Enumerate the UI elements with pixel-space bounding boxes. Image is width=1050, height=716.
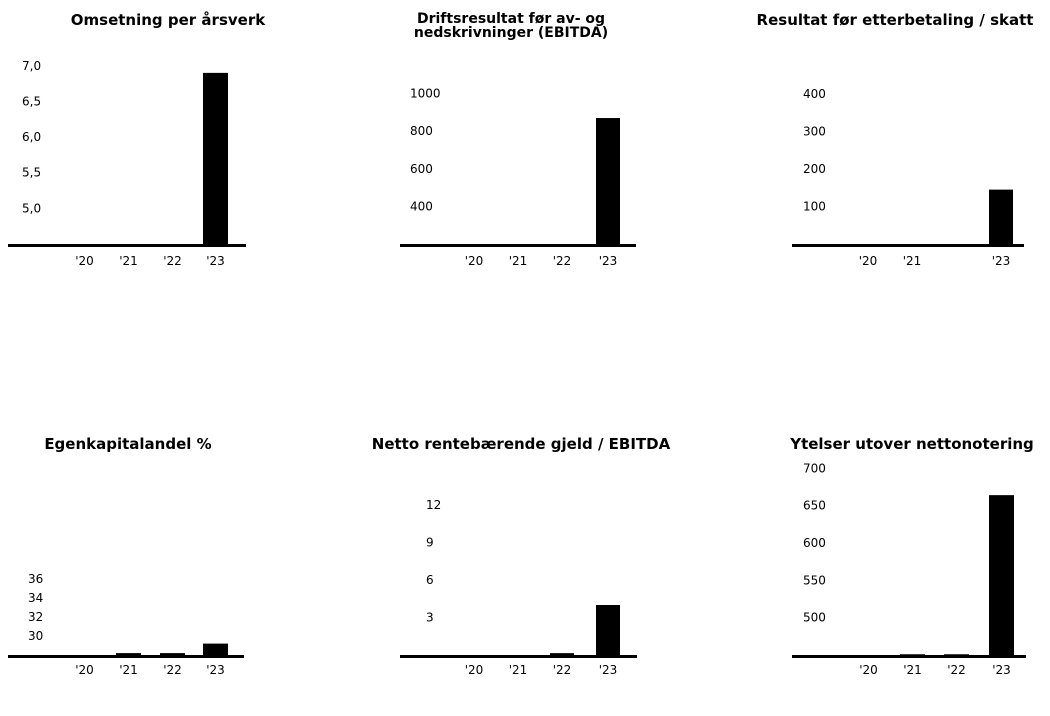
y-tick-label: 400 [410,199,433,213]
x-tick-label: '23 [206,663,225,677]
x-tick-label: '20 [75,254,94,268]
y-tick-label: 12 [426,498,441,512]
bar [116,653,141,656]
chart-plot: 400 600 800 1000 '20 '21 '22 '23 [400,87,636,268]
y-tick-label: 9 [426,536,434,550]
x-tick-label: '23 [992,254,1011,268]
y-tick-label: 650 [803,499,826,513]
chart-plot: 100 200 300 400 '20 '21 '23 [792,87,1024,268]
y-tick-label: 36 [28,572,43,586]
x-tick-label: '21 [903,663,922,677]
y-tick-label: 700 [803,461,826,475]
chart-title: Resultat før etterbetaling / skatt [756,11,1034,29]
y-tick-label: 5,5 [22,166,41,180]
chart-title: Omsetning per årsverk [70,11,266,29]
x-tick-label: '21 [119,663,138,677]
bar [989,189,1013,245]
y-tick-label: 300 [803,125,826,139]
bar [160,653,185,656]
y-tick-label: 600 [410,162,433,176]
chart-panel-3: Resultat før etterbetaling / skatt 100 20… [742,12,1050,292]
bar [596,118,620,245]
chart-panel-1: Omsetning per årsverk 5,0 5,5 6,0 6,5 7,0 '20… [8,12,328,292]
x-tick-label: '20 [75,663,94,677]
chart-title: Driftsresultat før av- og nedskrivninger… [413,11,609,41]
y-tick-label: 6,0 [22,130,41,144]
y-tick-label: 5,0 [22,201,41,215]
y-tick-label: 7,0 [22,59,41,73]
x-tick-label: '20 [465,663,484,677]
chart-panel-4: Egenkapitalandel % 30 32 34 36 '20 '21 '22 '23 [8,436,328,716]
y-tick-label: 400 [803,87,826,101]
x-tick-label: '21 [903,254,922,268]
y-tick-label: 550 [803,573,826,587]
y-tick-label: 30 [28,629,43,643]
x-tick-label: '23 [206,254,225,268]
y-tick-label: 1000 [410,87,441,101]
bar [596,605,620,656]
x-tick-label: '23 [599,254,618,268]
x-tick-label: '22 [163,663,182,677]
chart-title: Egenkapitalandel % [44,435,212,453]
chart-plot: 500 550 600 650 700 '20 '21 '22 '23 [792,461,1026,677]
x-tick-label: '22 [947,663,966,677]
y-tick-label: 34 [28,591,43,605]
x-tick-label: '22 [163,254,182,268]
x-tick-label: '20 [465,254,484,268]
y-tick-label: 100 [803,200,826,214]
x-tick-label: '21 [509,663,528,677]
chart-plot: 5,0 5,5 6,0 6,5 7,0 '20 '21 '22 '23 [8,59,246,268]
y-tick-label: 3 [426,611,434,625]
bar [203,72,228,245]
x-tick-label: '21 [119,254,138,268]
y-tick-label: 600 [803,536,826,550]
chart-title: Netto rentebærende gjeld / EBITDA [371,435,671,453]
y-tick-label: 800 [410,124,433,138]
y-tick-label: 500 [803,611,826,625]
chart-panel-2: Driftsresultat før av- og nedskrivninger… [351,12,671,292]
chart-plot: 30 32 34 36 '20 '21 '22 '23 [8,572,244,677]
x-tick-label: '20 [859,254,878,268]
bar [550,653,574,656]
chart-title: Ytelser utover nettonotering [790,435,1034,453]
y-tick-label: 200 [803,162,826,176]
y-tick-label: 32 [28,610,43,624]
x-tick-label: '21 [509,254,528,268]
y-tick-label: 6,5 [22,94,41,108]
x-tick-label: '22 [553,254,572,268]
chart-plot: 3 6 9 12 '20 '21 '22 '23 [400,498,637,677]
x-tick-label: '23 [599,663,618,677]
chart-panel-5: Netto rentebærende gjeld / EBITDA 3 6 9 12 '… [351,436,671,716]
x-tick-label: '22 [553,663,572,677]
bar [989,495,1014,656]
y-tick-label: 6 [426,573,434,587]
x-tick-label: '20 [859,663,878,677]
x-tick-label: '23 [992,663,1011,677]
bar [203,643,228,656]
chart-panel-6: Ytelser utover nettonotering 500 550 600 65… [742,436,1050,716]
